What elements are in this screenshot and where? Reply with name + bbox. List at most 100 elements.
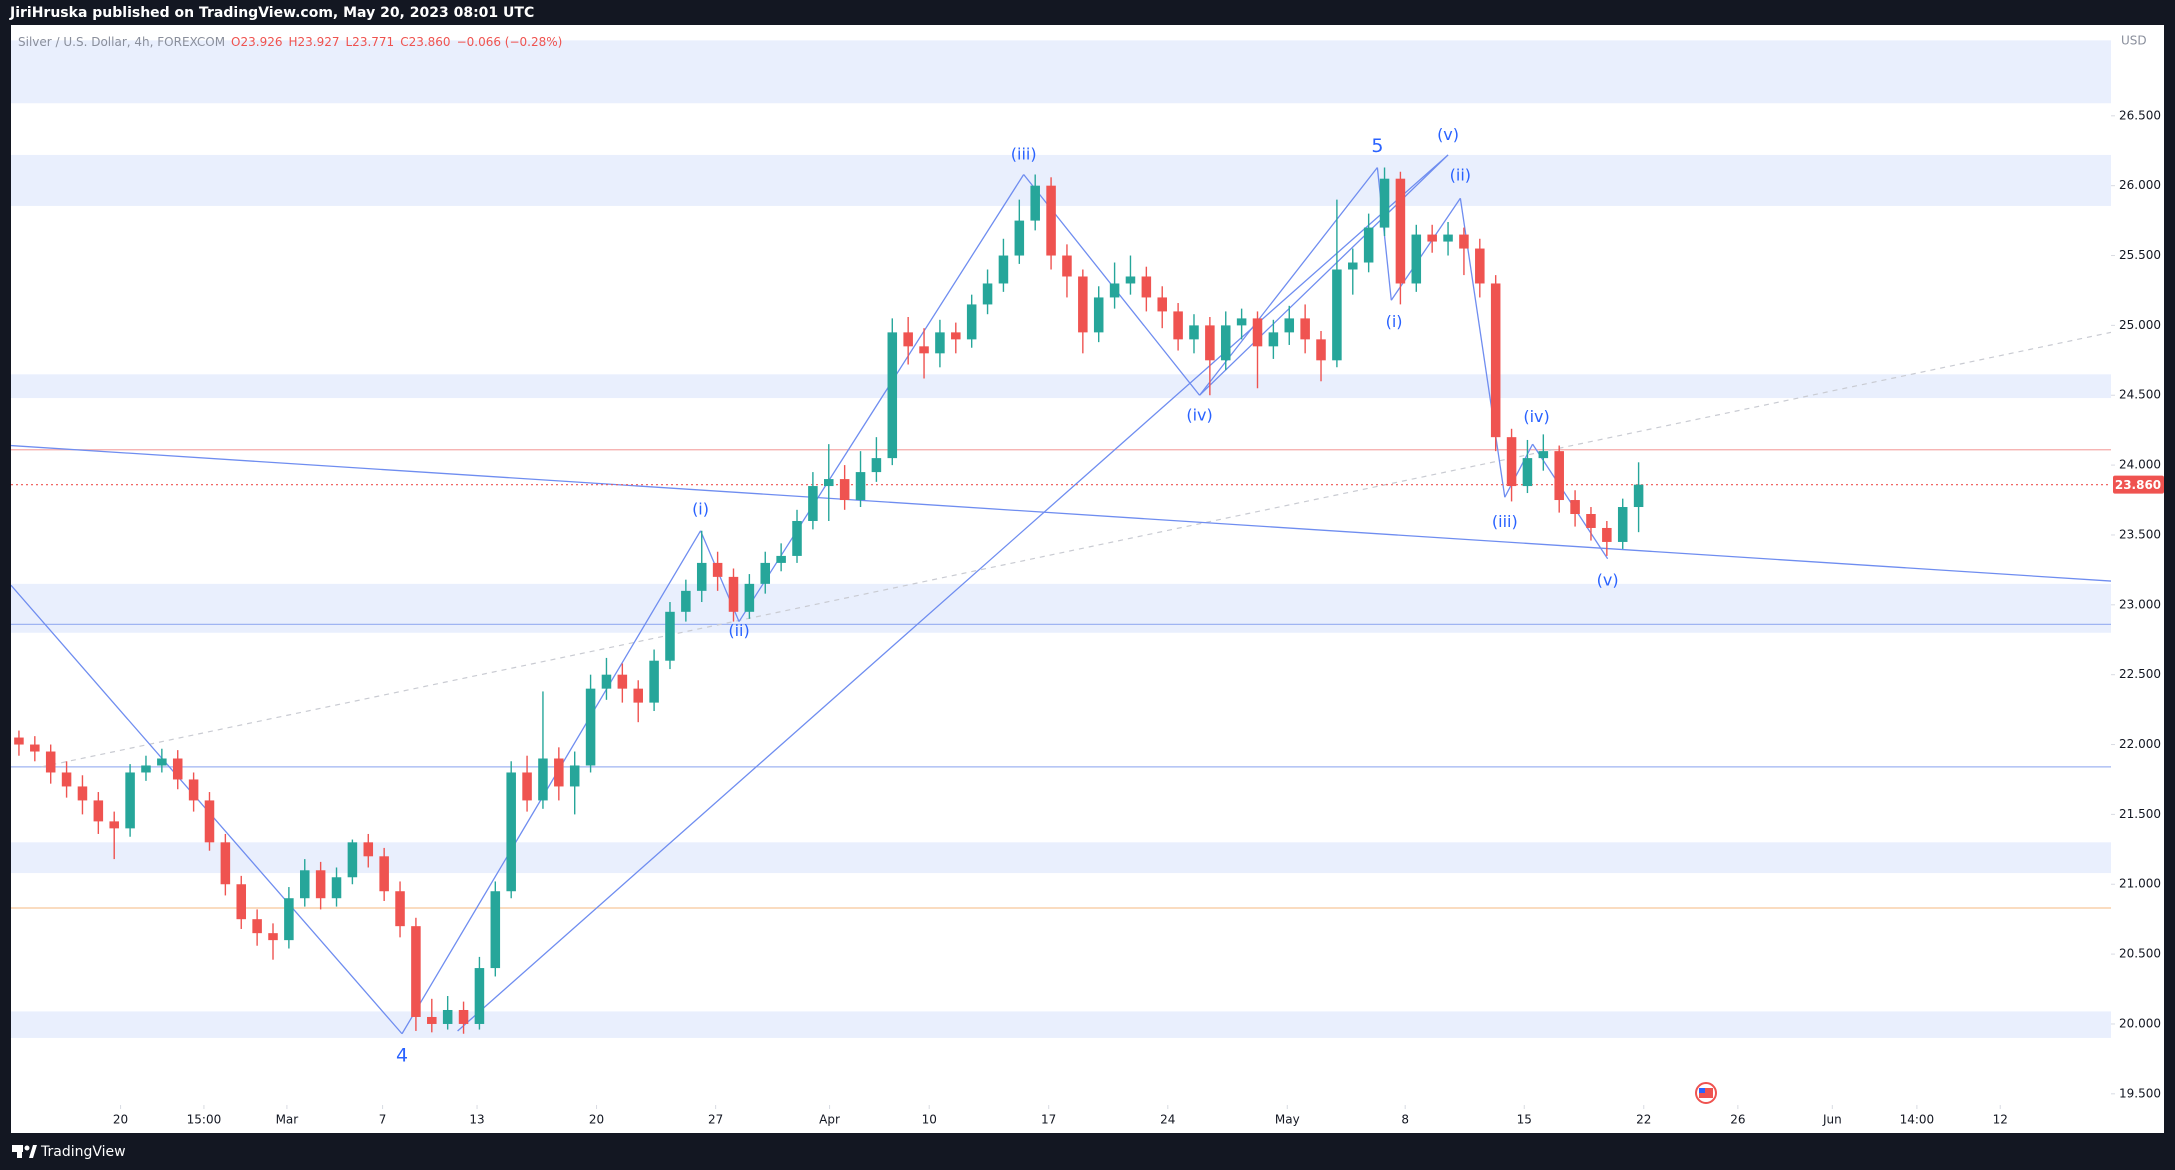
logo-stem (17, 1145, 22, 1158)
candle-body (506, 772, 516, 892)
candle-body (792, 520, 802, 556)
y-tick-label: 23.000 (2119, 597, 2161, 611)
candle-body (1554, 451, 1564, 501)
candle-body (236, 884, 247, 920)
candle-body (93, 800, 104, 822)
legend-value: C23.860 (400, 35, 450, 49)
wave-label: (iv) (1523, 407, 1549, 426)
candle-body (347, 842, 358, 878)
candle-body (474, 968, 485, 1024)
candle-body (1141, 276, 1152, 298)
candle-body (14, 737, 24, 745)
x-tick-label: 20 (589, 1113, 604, 1127)
zone (11, 842, 2111, 874)
candle-body (1395, 178, 1406, 284)
zone (11, 1011, 2111, 1038)
candle-body (569, 765, 580, 787)
event-flag-canton (1699, 1088, 1705, 1093)
candle-body (824, 479, 834, 487)
wave-label: 4 (396, 1045, 408, 1067)
candle-body (903, 332, 913, 347)
candle-body (633, 688, 643, 703)
candle-body (252, 919, 262, 934)
candle-body (998, 255, 1009, 284)
candle-body (1506, 437, 1517, 487)
candle-body (331, 877, 342, 899)
y-tick-label: 26.500 (2119, 108, 2161, 122)
x-tick-label: Apr (819, 1113, 840, 1127)
last-price-label: 23.860 (2115, 478, 2161, 492)
candle-body (442, 1009, 453, 1024)
y-tick-label: 26.000 (2119, 178, 2161, 192)
currency: USD (2121, 34, 2147, 48)
x-tick-label: 12 (1993, 1113, 2008, 1127)
dashed-trendline (41, 331, 2111, 768)
candle-body (776, 555, 786, 563)
x-tick-label: 15:00 (187, 1113, 222, 1127)
candle-body (427, 1016, 437, 1024)
candle-body (1348, 262, 1358, 270)
candle-body (188, 779, 199, 801)
candle-body (1268, 332, 1279, 347)
candle-body (966, 304, 977, 340)
y-tick-label: 24.000 (2119, 458, 2161, 472)
candle-body (1617, 507, 1628, 542)
x-tick-label: 7 (379, 1113, 387, 1127)
candle-body (1125, 276, 1136, 284)
y-tick-label: 21.500 (2119, 807, 2161, 821)
x-tick-label: 10 (922, 1113, 937, 1127)
x-tick-label: 13 (469, 1113, 484, 1127)
candle-body (395, 891, 405, 927)
candle-body (1300, 318, 1310, 340)
candle-body (585, 688, 596, 766)
candle-body (1427, 234, 1437, 242)
candle-body (125, 772, 135, 829)
y-tick-label: 19.500 (2119, 1086, 2161, 1100)
candle-body (538, 758, 548, 801)
candle-body (1363, 227, 1374, 263)
candle-body (45, 751, 56, 773)
y-tick-label: 20.000 (2119, 1016, 2161, 1030)
candle-body (601, 674, 612, 689)
trendline (738, 174, 1025, 622)
x-tick-label: 14:00 (1900, 1113, 1935, 1127)
trendline (1199, 154, 1449, 396)
y-tick-label: 24.500 (2119, 388, 2161, 402)
candle-body (1205, 325, 1215, 361)
x-tick-label: 27 (708, 1113, 723, 1127)
legend-value: H23.927 (288, 35, 339, 49)
candle-body (1332, 269, 1342, 361)
candle-body (1189, 325, 1199, 340)
candle-body (315, 870, 326, 899)
y-tick-label: 25.500 (2119, 248, 2161, 262)
candle-body (617, 674, 628, 689)
wave-label: (v) (1597, 571, 1619, 590)
candle-body (1475, 248, 1485, 284)
x-tick-label: 17 (1041, 1113, 1056, 1127)
y-tick-label: 23.500 (2119, 527, 2161, 541)
wave-label: (iv) (1186, 406, 1212, 425)
candle-body (871, 458, 882, 473)
candle-body (1538, 451, 1549, 459)
candle-body (1078, 276, 1088, 333)
trendline (401, 530, 702, 1035)
symbol: Silver / U.S. Dollar, 4h, FOREXCOM (18, 35, 225, 49)
y-tick-label: 25.000 (2119, 318, 2161, 332)
x-tick-label: 8 (1401, 1113, 1409, 1127)
candle-body (1443, 234, 1453, 242)
x-tick-label: Mar (276, 1113, 299, 1127)
legend: Silver / U.S. Dollar, 4h, FOREXCOM O23.92… (18, 35, 562, 49)
candle-body (839, 479, 850, 501)
zone (11, 583, 2111, 633)
candle-body (172, 758, 183, 780)
wave-label: (v) (1437, 125, 1459, 144)
candle-body (935, 332, 945, 354)
candle-body (1236, 318, 1247, 326)
candle-body (760, 562, 771, 584)
y-tick-label: 22.500 (2119, 667, 2161, 681)
legend-values: O23.926 H23.927 L23.771 C23.860 −0.066 (−0.2… (231, 35, 562, 49)
candle-body (1586, 514, 1596, 528)
candle-body (728, 576, 739, 612)
y-tick-label: 22.000 (2119, 737, 2161, 751)
